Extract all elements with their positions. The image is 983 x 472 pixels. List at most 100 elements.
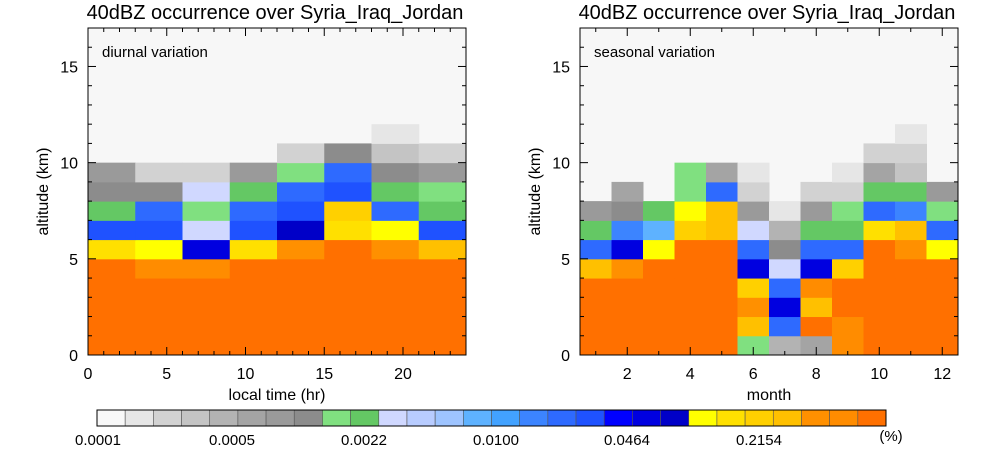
heatmap-cell	[135, 162, 183, 183]
colorbar-swatch	[96, 409, 126, 427]
y-tick-label: 10	[552, 156, 570, 173]
heatmap-cell	[580, 335, 612, 356]
colorbar-tick-label: 0.0022	[341, 432, 387, 449]
y-tick-label: 0	[69, 348, 78, 365]
heatmap-cell	[643, 278, 675, 298]
panel-annotation: diurnal variation	[102, 44, 208, 61]
heatmap-cell	[737, 316, 770, 337]
heatmap-cell	[324, 335, 372, 356]
heatmap-cell	[324, 143, 372, 164]
heatmap-cell	[611, 181, 644, 202]
heatmap-cell	[418, 278, 467, 298]
heatmap-cell	[324, 278, 372, 298]
heatmap-cell	[611, 335, 644, 356]
heatmap-cell	[88, 181, 136, 202]
heatmap-cell	[832, 316, 864, 337]
x-tick-label: 15	[315, 366, 333, 383]
heatmap-cell	[769, 239, 801, 260]
heatmap-cell	[324, 297, 372, 318]
colorbar-swatch	[322, 409, 351, 427]
heatmap-cell	[895, 335, 927, 356]
heatmap-cell	[229, 278, 278, 298]
heatmap-cell	[418, 220, 467, 241]
colorbar-frame	[96, 409, 887, 427]
colorbar-swatch	[153, 409, 182, 427]
heatmap-cell	[277, 220, 325, 241]
panel-annotation: seasonal variation	[594, 44, 715, 61]
heatmap-cell	[926, 181, 959, 202]
colorbar-swatch	[434, 409, 464, 427]
colorbar-unit: (%)	[879, 428, 902, 445]
heatmap-cell	[769, 316, 801, 337]
heatmap-cell	[800, 201, 833, 221]
heatmap-cell	[863, 316, 896, 337]
y-tick-label: 5	[561, 252, 570, 269]
heatmap-cell	[800, 335, 833, 356]
x-tick-label: 6	[749, 366, 758, 383]
heatmap-cell	[643, 316, 675, 337]
heatmap-cell	[643, 201, 675, 221]
heatmap-cell	[895, 278, 927, 298]
heatmap-cell	[277, 335, 325, 356]
heatmap-cell	[895, 143, 927, 164]
heatmap-cell	[182, 162, 231, 183]
x-tick-label: 10	[237, 366, 255, 383]
heatmap-cell	[611, 297, 644, 318]
heatmap-cell	[88, 201, 136, 221]
heatmap-cell	[832, 162, 864, 183]
heatmap-cell	[674, 258, 707, 279]
heatmap-cell	[926, 258, 959, 279]
heatmap-cell	[229, 220, 278, 241]
heatmap-cell	[371, 316, 420, 337]
x-tick-label: 8	[812, 366, 821, 383]
heatmap-cell	[611, 220, 644, 241]
heatmap-cell	[863, 278, 896, 298]
heatmap-cell	[643, 297, 675, 318]
heatmap-cell	[229, 316, 278, 337]
heatmap-cell	[371, 143, 420, 164]
heatmap-cell	[832, 278, 864, 298]
colorbar-swatch	[603, 409, 633, 427]
y-axis-label: altitude (km)	[35, 147, 52, 235]
heatmap-cell	[706, 239, 738, 260]
heatmap-cell	[418, 143, 467, 164]
heatmap-cell	[324, 220, 372, 241]
colorbar-tick-label: 0.0100	[473, 432, 519, 449]
x-tick-label: 0	[84, 366, 93, 383]
heatmap-cell	[895, 258, 927, 279]
heatmap-cell	[324, 239, 372, 260]
heatmap-cell	[674, 201, 707, 221]
heatmap-cell	[895, 201, 927, 221]
heatmap-cell	[737, 162, 770, 183]
seasonal-panel: 0 5 10 15 2 4 6 8 10 12 40dBZ occurrence over Syri…	[527, 2, 959, 404]
heatmap-cell	[324, 162, 372, 183]
heatmap-cell	[277, 239, 325, 260]
heatmap-cell	[769, 278, 801, 298]
heatmap-cell	[706, 316, 738, 337]
heatmap-cell	[135, 181, 183, 202]
heatmap-cell	[737, 181, 770, 202]
heatmap-cell	[182, 316, 231, 337]
heatmap-cell	[863, 297, 896, 318]
colorbar-swatch	[575, 409, 605, 427]
heatmap-cell	[580, 201, 612, 221]
heatmap-cell	[674, 316, 707, 337]
heatmap-cell	[832, 220, 864, 241]
y-axis-label: altitude (km)	[527, 147, 544, 235]
heatmap-cell	[926, 335, 959, 356]
heatmap-cell	[580, 278, 612, 298]
heatmap-cell	[674, 239, 707, 260]
heatmap-cell	[800, 316, 833, 337]
heatmap-cell	[926, 201, 959, 221]
heatmap-cell	[800, 258, 833, 279]
heatmap-cell	[88, 297, 136, 318]
colorbar-tick-label: 0.0001	[75, 432, 121, 449]
heatmap-cell	[580, 258, 612, 279]
heatmap-cell	[371, 239, 420, 260]
heatmap-cell	[88, 258, 136, 279]
heatmap-cell	[182, 297, 231, 318]
heatmap-cell	[895, 181, 927, 202]
colorbar-swatch	[772, 409, 802, 427]
heatmap-cell	[371, 297, 420, 318]
heatmap-cell	[182, 181, 231, 202]
